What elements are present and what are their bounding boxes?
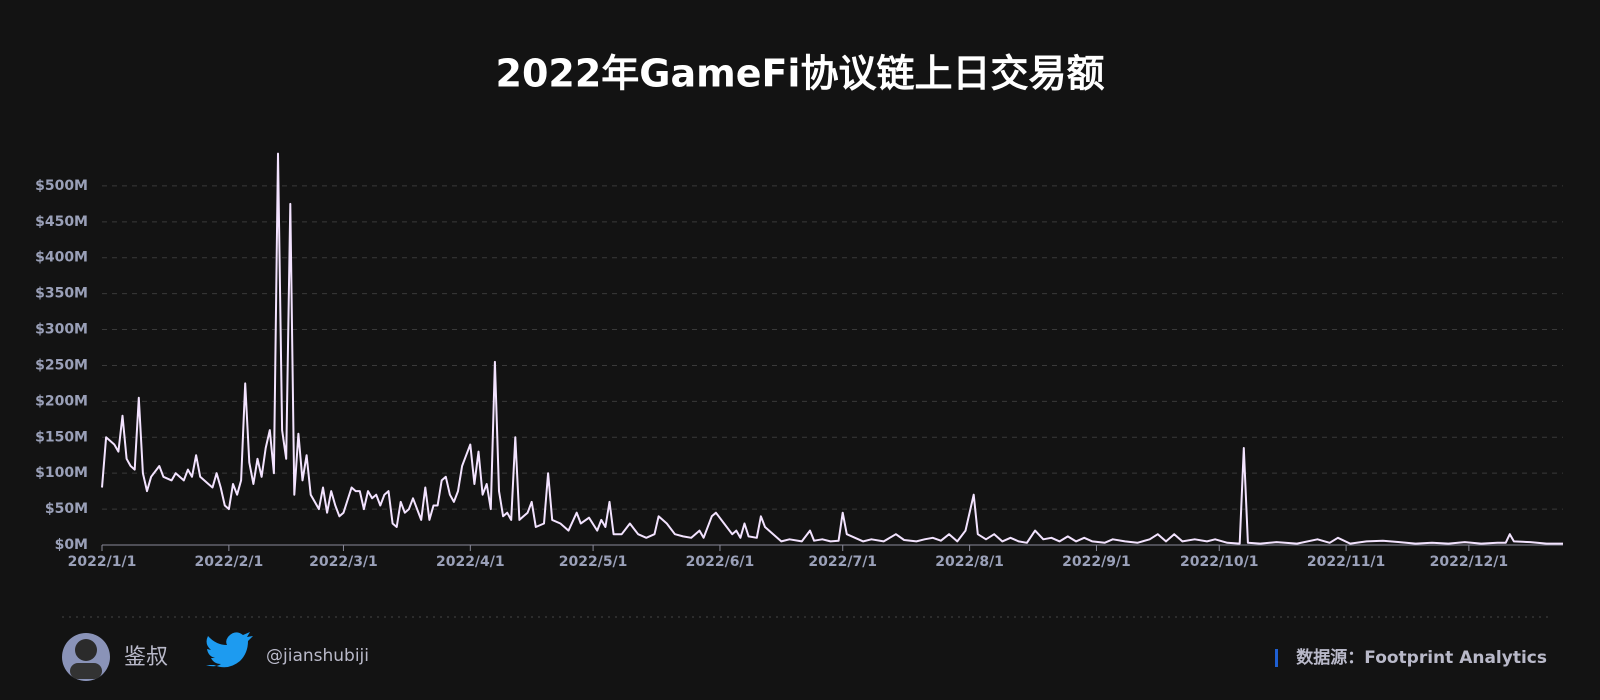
y-tick-label: $350M: [35, 286, 88, 302]
y-tick-label: $300M: [35, 322, 88, 338]
x-tick-label: 2022/12/1: [1430, 554, 1508, 570]
source: 数据源：Footprint Analytics: [1296, 647, 1547, 668]
x-tick-label: 2022/11/1: [1307, 554, 1385, 570]
chart-title: 2022年GameFi协议链上日交易额: [496, 52, 1105, 96]
x-tick-label: 2022/1/1: [68, 554, 137, 570]
twitter-icon: [206, 632, 253, 668]
y-tick-label: $200M: [35, 393, 88, 409]
y-tick-label: $400M: [35, 250, 88, 266]
twitter-handle: @jianshubiji: [266, 646, 369, 666]
x-tick-label: 2022/4/1: [436, 554, 505, 570]
y-tick-label: $0M: [55, 537, 88, 553]
x-tick-label: 2022/8/1: [935, 554, 1004, 570]
y-tick-label: $500M: [35, 178, 88, 194]
data-line: [101, 152, 1563, 545]
y-tick-label: $100M: [35, 465, 88, 481]
author-name: 鉴叔: [124, 645, 168, 670]
x-tick-label: 2022/10/1: [1180, 554, 1258, 570]
y-tick-label: $450M: [35, 214, 88, 230]
x-tick-label: 2022/6/1: [686, 554, 755, 570]
x-tick-label: 2022/5/1: [559, 554, 628, 570]
x-tick-label: 2022/2/1: [195, 554, 264, 570]
avatar: [62, 633, 110, 681]
x-tick-label: 2022/9/1: [1062, 554, 1131, 570]
y-tick-label: $150M: [35, 429, 88, 445]
source-marker: [1275, 649, 1278, 667]
x-tick-label: 2022/3/1: [309, 554, 378, 570]
y-tick-label: $50M: [45, 501, 88, 517]
x-tick-label: 2022/7/1: [808, 554, 877, 570]
y-tick-label: $250M: [35, 357, 88, 373]
